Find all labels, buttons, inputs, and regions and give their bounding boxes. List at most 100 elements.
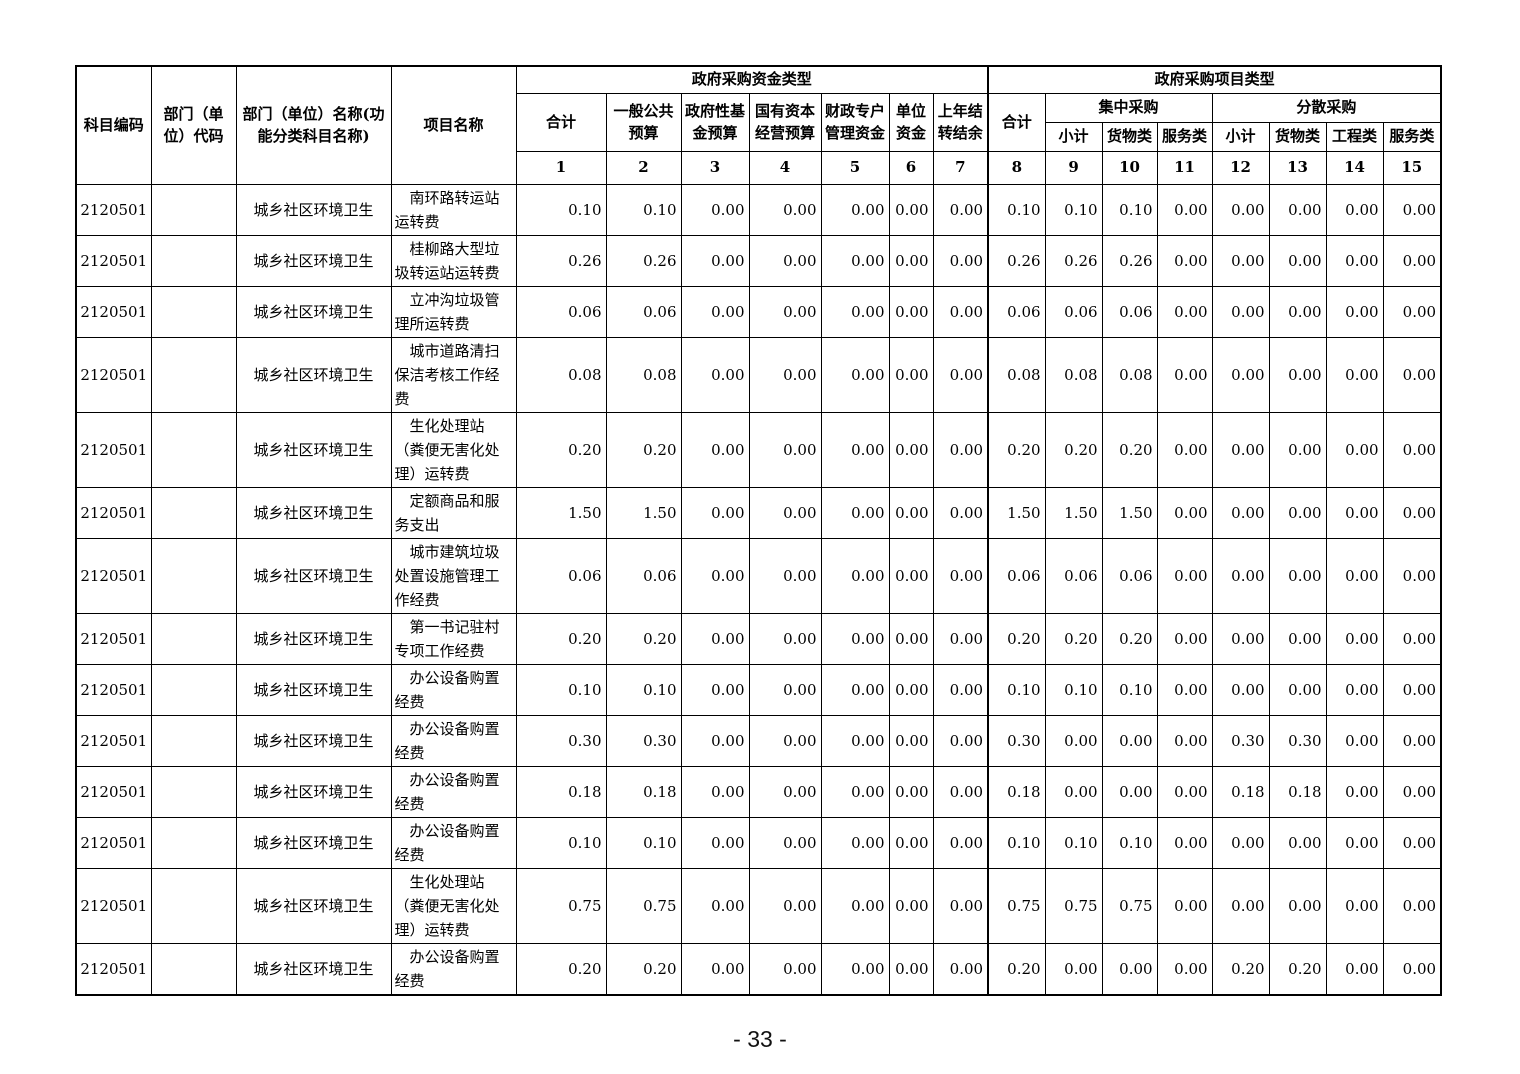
dept-name-cell: 城乡社区环境卫生 <box>235 487 392 539</box>
value-cell-col8: 0.18 <box>987 766 1046 818</box>
value-cell-col8: 0.10 <box>987 184 1046 236</box>
dept-name-cell: 城乡社区环境卫生 <box>235 613 392 665</box>
value-cell-col7: 0.00 <box>932 235 989 287</box>
value-cell-col2: 0.20 <box>605 613 682 665</box>
subject-code-cell: 2120501 <box>75 664 152 716</box>
value-cell-col9: 0.00 <box>1044 715 1103 767</box>
value-cell-col8: 0.20 <box>987 943 1046 996</box>
value-cell-col7: 0.00 <box>932 613 989 665</box>
table-row: 2120501 城乡社区环境卫生 城市道路清扫保洁考核工作经费 0.08 0.08 0.0… <box>75 337 1442 413</box>
dept-name-cell: 城乡社区环境卫生 <box>235 664 392 716</box>
value-cell-col12: 0.00 <box>1211 664 1270 716</box>
value-cell-col12: 0.00 <box>1211 538 1270 614</box>
col-number-8: 8 <box>987 151 1046 185</box>
project-name-cell: 定额商品和服务支出 <box>390 487 517 539</box>
value-cell-col14: 0.00 <box>1325 538 1384 614</box>
value-cell-col6: 0.00 <box>888 664 934 716</box>
value-cell-col13: 0.00 <box>1268 412 1327 488</box>
header-decentralized-subtotal: 小计 <box>1211 122 1270 152</box>
value-cell-col7: 0.00 <box>932 766 989 818</box>
value-cell-col2: 0.06 <box>605 286 682 338</box>
value-cell-col11: 0.00 <box>1156 184 1213 236</box>
value-cell-col12: 0.20 <box>1211 943 1270 996</box>
value-cell-col14: 0.00 <box>1325 487 1384 539</box>
col-number-9: 9 <box>1044 151 1103 185</box>
value-cell-col4: 0.00 <box>748 235 822 287</box>
col-number-11: 11 <box>1156 151 1213 185</box>
value-cell-col15: 0.00 <box>1382 337 1442 413</box>
value-cell-col4: 0.00 <box>748 817 822 869</box>
subject-code-cell: 2120501 <box>75 538 152 614</box>
value-cell-col12: 0.00 <box>1211 817 1270 869</box>
value-cell-col4: 0.00 <box>748 184 822 236</box>
value-cell-col1: 0.10 <box>515 664 607 716</box>
table-row: 2120501 城乡社区环境卫生 生化处理站（粪便无害化处理）运转费 0.20 0.20… <box>75 412 1442 488</box>
value-cell-col13: 0.00 <box>1268 868 1327 944</box>
value-cell-col14: 0.00 <box>1325 184 1384 236</box>
value-cell-col9: 0.08 <box>1044 337 1103 413</box>
project-name-cell: 办公设备购置经费 <box>390 766 517 818</box>
col-number-1: 1 <box>515 151 607 185</box>
value-cell-col9: 0.10 <box>1044 184 1103 236</box>
value-cell-col6: 0.00 <box>888 715 934 767</box>
header-decentralized-services: 服务类 <box>1382 122 1442 152</box>
value-cell-col9: 0.06 <box>1044 286 1103 338</box>
value-cell-col2: 0.75 <box>605 868 682 944</box>
value-cell-col10: 0.10 <box>1101 184 1158 236</box>
value-cell-col10: 0.08 <box>1101 337 1158 413</box>
value-cell-col9: 0.20 <box>1044 613 1103 665</box>
value-cell-col13: 0.00 <box>1268 538 1327 614</box>
table-body: 2120501 城乡社区环境卫生 南环路转运站运转费 0.10 0.10 0.00 0.00… <box>75 184 1442 996</box>
header-decentralized-goods: 货物类 <box>1268 122 1327 152</box>
table-row: 2120501 城乡社区环境卫生 南环路转运站运转费 0.10 0.10 0.00 0.00… <box>75 184 1442 236</box>
dept-name-cell: 城乡社区环境卫生 <box>235 817 392 869</box>
value-cell-col6: 0.00 <box>888 817 934 869</box>
value-cell-col12: 0.00 <box>1211 613 1270 665</box>
value-cell-col3: 0.00 <box>680 337 750 413</box>
table-row: 2120501 城乡社区环境卫生 第一书记驻村专项工作经费 0.20 0.20 0.00 0… <box>75 613 1442 665</box>
value-cell-col15: 0.00 <box>1382 943 1442 996</box>
page-number: - 33 - <box>733 1026 787 1052</box>
value-cell-col3: 0.00 <box>680 487 750 539</box>
value-cell-col14: 0.00 <box>1325 817 1384 869</box>
value-cell-col13: 0.00 <box>1268 487 1327 539</box>
value-cell-col1: 0.08 <box>515 337 607 413</box>
procurement-table: 科目编码 部门（单位）代码 部门（单位）名称(功能分类科目名称) 项目名称 政府… <box>75 65 1443 996</box>
subject-code-cell: 2120501 <box>75 235 152 287</box>
value-cell-col13: 0.00 <box>1268 184 1327 236</box>
value-cell-col8: 0.10 <box>987 817 1046 869</box>
header-project-total: 合计 <box>987 93 1046 152</box>
value-cell-col8: 0.06 <box>987 538 1046 614</box>
value-cell-col15: 0.00 <box>1382 664 1442 716</box>
dept-code-cell <box>150 766 237 818</box>
value-cell-col5: 0.00 <box>820 487 890 539</box>
value-cell-col6: 0.00 <box>888 487 934 539</box>
dept-code-cell <box>150 337 237 413</box>
value-cell-col2: 1.50 <box>605 487 682 539</box>
value-cell-col15: 0.00 <box>1382 715 1442 767</box>
value-cell-col15: 0.00 <box>1382 184 1442 236</box>
table-row: 2120501 城乡社区环境卫生 定额商品和服务支出 1.50 1.50 0.00 0.00… <box>75 487 1442 539</box>
value-cell-col11: 0.00 <box>1156 817 1213 869</box>
value-cell-col10: 0.10 <box>1101 817 1158 869</box>
header-subject-code: 科目编码 <box>75 65 152 185</box>
value-cell-col1: 0.20 <box>515 613 607 665</box>
dept-code-cell <box>150 412 237 488</box>
value-cell-col11: 0.00 <box>1156 868 1213 944</box>
value-cell-col11: 0.00 <box>1156 766 1213 818</box>
table-row: 2120501 城乡社区环境卫生 生化处理站（粪便无害化处理）运转费 0.75 0.75… <box>75 868 1442 944</box>
value-cell-col14: 0.00 <box>1325 868 1384 944</box>
value-cell-col1: 0.20 <box>515 943 607 996</box>
value-cell-col2: 0.08 <box>605 337 682 413</box>
col-number-5: 5 <box>820 151 890 185</box>
value-cell-col14: 0.00 <box>1325 235 1384 287</box>
header-state-capital-budget: 国有资本经营预算 <box>748 93 822 152</box>
value-cell-col1: 0.75 <box>515 868 607 944</box>
value-cell-col14: 0.00 <box>1325 613 1384 665</box>
value-cell-col12: 0.18 <box>1211 766 1270 818</box>
value-cell-col10: 1.50 <box>1101 487 1158 539</box>
value-cell-col6: 0.00 <box>888 286 934 338</box>
value-cell-col7: 0.00 <box>932 943 989 996</box>
value-cell-col8: 0.30 <box>987 715 1046 767</box>
value-cell-col10: 0.06 <box>1101 538 1158 614</box>
